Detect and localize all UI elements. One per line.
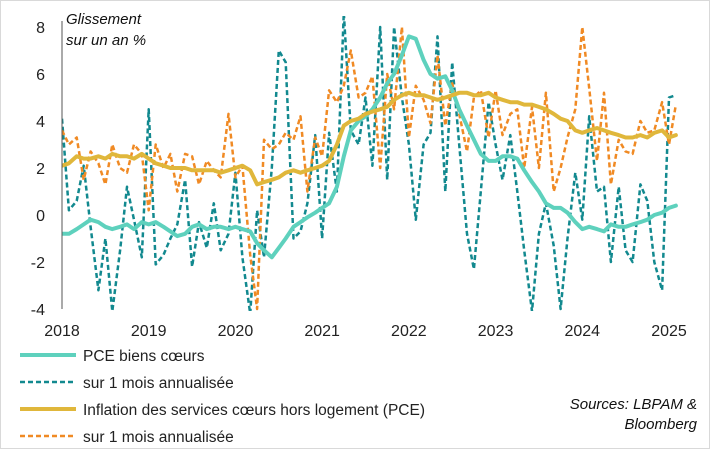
y-tick-label: 8 [36, 20, 45, 37]
axis-group: -4 -2 0 2 4 6 8 2018 2019 2020 2021 2022 2023 2024 202… [31, 20, 687, 340]
y-tick-label: -2 [31, 255, 45, 272]
x-tick-label: 2021 [304, 323, 340, 340]
x-tick-label: 2023 [478, 323, 514, 340]
legend-label-pce-goods: PCE biens cœurs [83, 348, 205, 365]
x-tick-label: 2024 [564, 323, 600, 340]
source-line-1: Sources: LBPAM & [570, 396, 697, 413]
x-tick-label: 2025 [651, 323, 687, 340]
x-tick-label: 2019 [131, 323, 167, 340]
legend-label-services-monthly: sur 1 mois annualisée [83, 429, 234, 446]
x-tick-label: 2018 [44, 323, 80, 340]
y-tick-label: -4 [31, 302, 45, 319]
y-tick-label: 4 [36, 114, 45, 131]
series-line-services [62, 90, 678, 187]
y-tick-label: 2 [36, 161, 45, 178]
source-line-2: Bloomberg [624, 416, 697, 433]
legend-label-services: Inflation des services cœurs hors logeme… [83, 402, 425, 419]
plot-series-group [62, 16, 678, 311]
chart-title-line-1: Glissement [66, 11, 142, 28]
series-line-pce-goods [62, 34, 678, 260]
legend: PCE biens cœurs sur 1 mois annualisée In… [20, 348, 425, 446]
y-tick-label: 6 [36, 67, 45, 84]
series-line-goods-monthly [62, 16, 677, 311]
x-tick-label: 2020 [218, 323, 254, 340]
x-tick-label: 2022 [391, 323, 427, 340]
chart-title-line-2: sur un an % [66, 32, 146, 49]
series-line-services-monthly [62, 25, 678, 311]
legend-label-goods-monthly: sur 1 mois annualisée [83, 375, 234, 392]
y-tick-label: 0 [36, 208, 45, 225]
